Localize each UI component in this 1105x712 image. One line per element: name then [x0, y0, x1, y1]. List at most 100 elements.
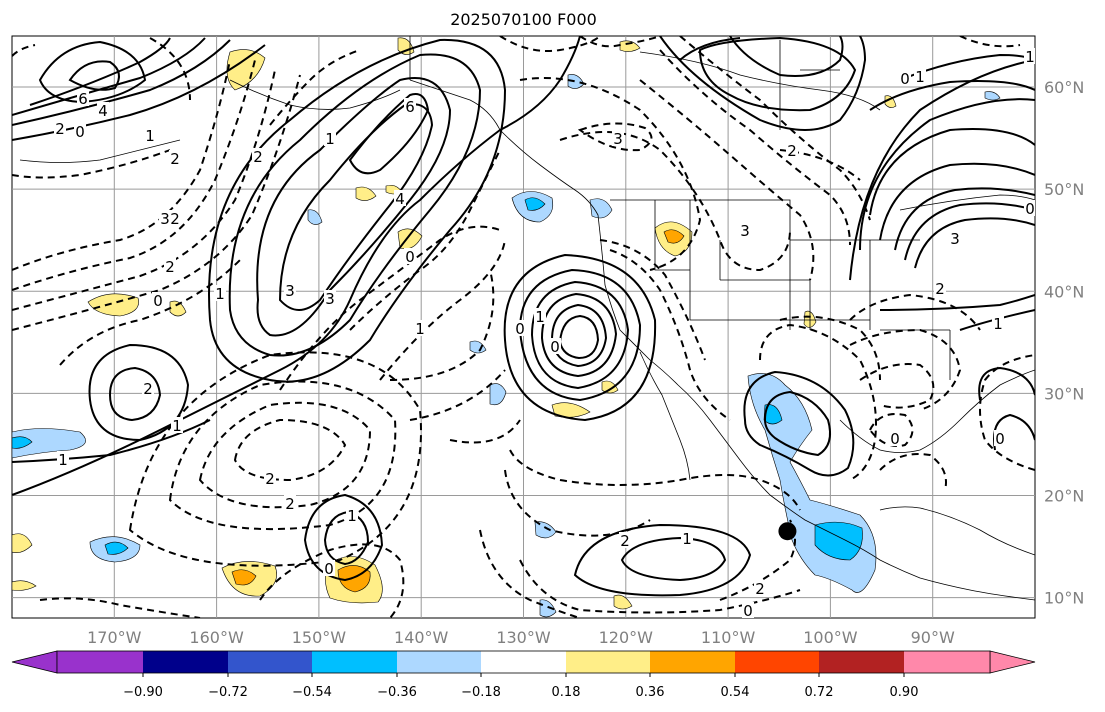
anomaly-patch [307, 209, 323, 225]
contour-label: 1 [58, 451, 68, 469]
contour-label: 3 [160, 210, 170, 228]
anomaly-patch [355, 186, 377, 201]
anomaly-patch [169, 300, 187, 317]
contour-label-bg [786, 142, 798, 158]
contour-label-bg [54, 120, 66, 136]
longitude-label: 170°W [87, 628, 142, 647]
contour-label: 2 [55, 120, 65, 138]
contour-label: 6 [405, 98, 415, 116]
contour-label: 1 [347, 507, 357, 525]
contour-label-bg [284, 495, 296, 511]
contour-label-bg [994, 430, 1006, 446]
colorbar-max-extend [989, 650, 1036, 674]
latitude-label: 20°N [1044, 486, 1084, 505]
colorbar-segment [397, 651, 481, 673]
colorbar-tick-label: 0.72 [805, 685, 834, 700]
contour-label-bg [142, 380, 154, 396]
contour-label: 0 [743, 602, 753, 620]
anomaly-patch [489, 383, 507, 406]
anomaly-patch [12, 580, 37, 591]
contour-label: 0 [153, 292, 163, 310]
colorbar-frame [56, 650, 991, 674]
contour-label-bg [754, 580, 766, 596]
anomaly-patch [12, 533, 33, 553]
contour-label: 0 [324, 560, 334, 578]
anomaly-patch [524, 197, 546, 211]
contour-label-bg [1024, 48, 1035, 64]
contour-label: 2 [285, 495, 295, 513]
contour-label: 2 [265, 470, 275, 488]
anomaly-patch [619, 40, 641, 52]
colorbar-segment [57, 651, 143, 673]
contour-label: 1 [415, 320, 425, 338]
contour-label-bg [742, 602, 754, 618]
latitude-label: 60°N [1044, 78, 1084, 97]
contour-label-bg [514, 320, 526, 336]
contour-label: 0 [1025, 200, 1035, 218]
colorbar: −0.90 −0.72 −0.54 −0.36 −0.18 0.18 0.36 0.54 0.7… [11, 650, 1036, 700]
colorbar-segment [819, 651, 904, 673]
contour-label: 6 [78, 90, 88, 108]
colorbar-segment [312, 651, 397, 673]
contour-label-bg [214, 285, 226, 301]
contour-label-bg [57, 451, 69, 467]
contour-label: 0 [405, 248, 415, 266]
contour-label-bg [152, 292, 164, 308]
latitude-label: 40°N [1044, 282, 1084, 301]
anomaly-patch [613, 594, 633, 610]
longitude-label: 130°W [496, 628, 551, 647]
contour-label: 1 [682, 530, 692, 548]
contour-label-bg [323, 560, 335, 576]
longitude-label: 140°W [394, 628, 449, 647]
contour-label-bg [159, 210, 171, 226]
latitude-labels: 60°N 50°N 40°N 30°N 20°N 10°N [1044, 78, 1084, 608]
contour-label-bg [612, 130, 624, 146]
colorbar-segment [904, 651, 990, 673]
contour-label-bg [1024, 200, 1035, 216]
contour-label: 3 [613, 130, 623, 148]
contour-label: 0 [75, 123, 85, 141]
anomaly-patch [12, 428, 86, 459]
contour-label: 2 [787, 142, 797, 160]
colorbar-segment [735, 651, 819, 673]
contour-label: 2 [253, 148, 263, 166]
contour-label: 2 [170, 150, 180, 168]
longitude-label: 160°W [189, 628, 244, 647]
longitude-label: 150°W [292, 628, 347, 647]
colorbar-segment [481, 651, 566, 673]
colorbar-tick-label: 0.36 [636, 685, 665, 700]
anomaly-patch [87, 293, 139, 317]
contour-label-bg [414, 320, 426, 336]
contour-label-bg [949, 230, 961, 246]
contour-label-bg [404, 98, 416, 114]
coastlines [19, 36, 1035, 601]
contour-label-bg [739, 222, 751, 238]
contour-label: 1 [172, 417, 182, 435]
colorbar-tick-label: 0.18 [552, 685, 581, 700]
longitude-label: 100°W [803, 628, 858, 647]
contour-label-bg [164, 258, 176, 274]
contour-label-bg [169, 150, 181, 166]
contour-label-bg [534, 308, 546, 324]
longitude-labels: 170°W 160°W 150°W 140°W 130°W 120°W 110°W 100°W… [87, 628, 955, 647]
anomaly-patch [814, 521, 863, 561]
contour-label: 0 [515, 320, 525, 338]
anomaly-patch [539, 599, 557, 618]
contour-label: 0 [550, 338, 560, 356]
contour-label-bg [394, 190, 406, 206]
contour-label-bg [681, 530, 693, 546]
contour-label: 0 [890, 430, 900, 448]
contour-label: 3 [950, 230, 960, 248]
anomaly-patch [763, 404, 783, 425]
colorbar-segment [228, 651, 312, 673]
contour-label-bg [77, 90, 89, 106]
contour-label: 3 [740, 222, 750, 240]
contour-label-bg [264, 470, 276, 486]
contour-label: 1 [325, 130, 335, 148]
contour-label-bg [284, 282, 296, 298]
contour-label-bg [97, 102, 109, 118]
colorbar-segment [566, 651, 650, 673]
anomaly-patch [104, 541, 129, 555]
contour-label: 1 [535, 308, 545, 326]
